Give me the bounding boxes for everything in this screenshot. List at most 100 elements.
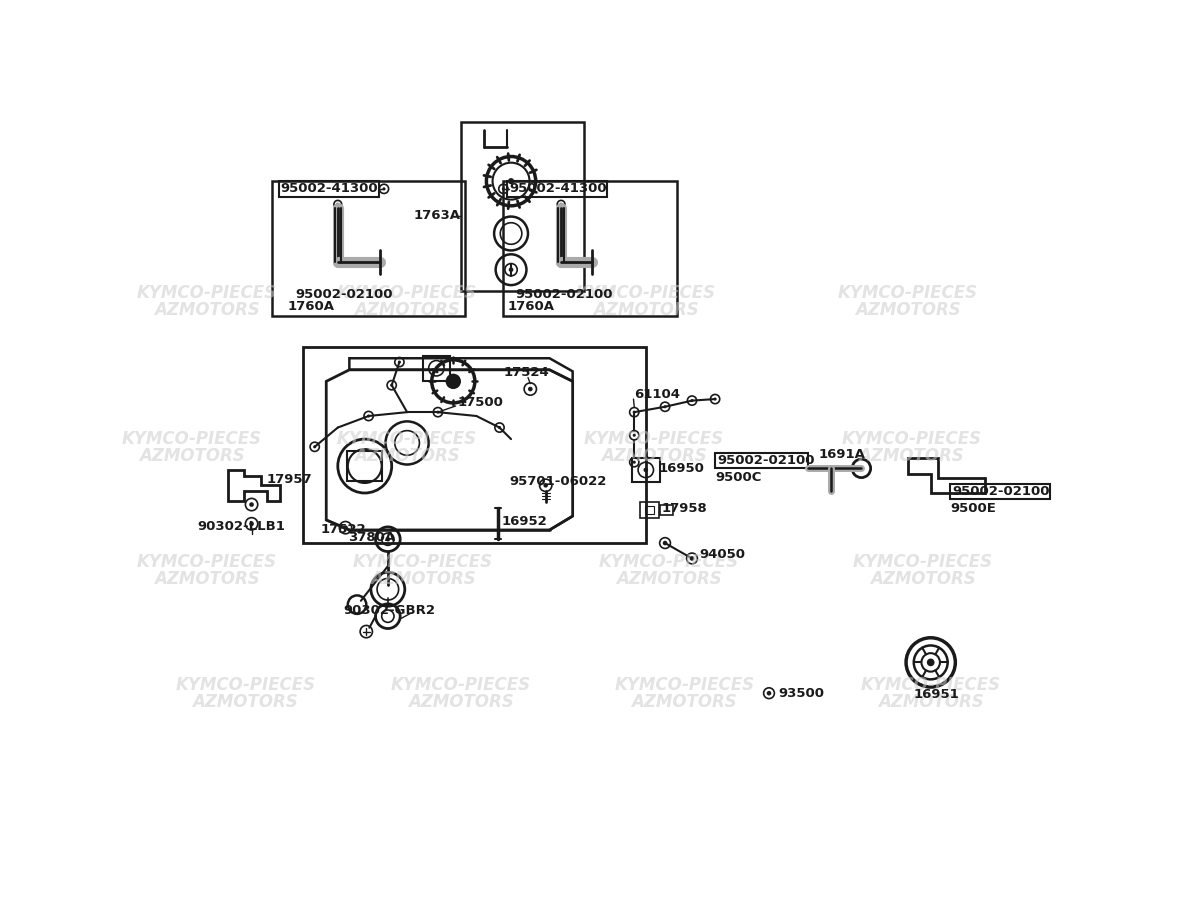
Text: KYMCO-PIECES: KYMCO-PIECES [860,677,1001,695]
Circle shape [336,202,340,206]
Bar [503,181,677,316]
Text: 95002-41300: 95002-41300 [281,183,378,195]
Text: 95002-02100: 95002-02100 [953,485,1050,498]
Text: 9500E: 9500E [950,502,996,515]
Text: AZMOTORS: AZMOTORS [593,301,698,319]
Circle shape [250,521,254,526]
Circle shape [632,410,636,414]
Text: KYMCO-PIECES: KYMCO-PIECES [853,554,994,572]
Text: 16951: 16951 [913,688,960,701]
Bar [641,502,659,518]
Text: KYMCO-PIECES: KYMCO-PIECES [614,677,755,695]
Text: KYMCO-PIECES: KYMCO-PIECES [337,284,478,302]
Text: 95701-06022: 95701-06022 [510,475,607,488]
Text: 3780A: 3780A [348,531,395,544]
Text: 16950: 16950 [658,462,704,475]
Circle shape [385,537,390,542]
Text: AZMOTORS: AZMOTORS [408,693,514,711]
Bar [660,505,673,515]
Text: AZMOTORS: AZMOTORS [601,447,707,465]
Text: AZMOTORS: AZMOTORS [370,571,475,589]
Text: AZMOTORS: AZMOTORS [354,447,460,465]
Text: AZMOTORS: AZMOTORS [354,301,460,319]
Text: KYMCO-PIECES: KYMCO-PIECES [137,554,277,572]
Text: KYMCO-PIECES: KYMCO-PIECES [391,677,532,695]
Text: AZMOTORS: AZMOTORS [154,571,259,589]
Text: KYMCO-PIECES: KYMCO-PIECES [337,430,478,448]
Text: AZMOTORS: AZMOTORS [139,447,245,465]
Text: 1691A: 1691A [820,448,866,461]
Circle shape [343,526,348,530]
Bar [715,453,808,468]
Text: KYMCO-PIECES: KYMCO-PIECES [121,430,262,448]
Circle shape [528,387,533,392]
Text: AZMOTORS: AZMOTORS [631,693,737,711]
Text: 1760A: 1760A [288,301,335,313]
Text: KYMCO-PIECES: KYMCO-PIECES [583,430,724,448]
Text: 1763A: 1763A [413,210,461,222]
Circle shape [662,541,667,545]
Text: AZMOTORS: AZMOTORS [858,447,965,465]
Circle shape [714,398,716,400]
Text: 17522: 17522 [320,524,366,536]
Circle shape [643,468,648,472]
Text: 17524: 17524 [503,365,550,379]
Circle shape [544,483,548,488]
Text: AZMOTORS: AZMOTORS [154,301,259,319]
Text: KYMCO-PIECES: KYMCO-PIECES [576,284,716,302]
Text: 93500: 93500 [779,687,824,699]
Circle shape [437,410,439,414]
Circle shape [509,267,514,272]
Text: 17500: 17500 [457,396,503,409]
Text: AZMOTORS: AZMOTORS [616,571,721,589]
Text: AZMOTORS: AZMOTORS [192,693,299,711]
Circle shape [690,556,695,561]
Text: 17957: 17957 [266,472,312,486]
Circle shape [498,426,502,429]
Bar [304,346,646,543]
Circle shape [664,405,666,409]
Bar [646,506,654,514]
Circle shape [690,399,694,402]
Text: 90302-LLB1: 90302-LLB1 [198,519,286,533]
Circle shape [390,383,394,387]
Text: AZMOTORS: AZMOTORS [878,693,984,711]
Circle shape [559,202,563,206]
Circle shape [398,361,401,364]
Text: 17958: 17958 [662,502,708,515]
Text: 61104: 61104 [635,388,680,400]
Text: 90302-GBR2: 90302-GBR2 [343,604,436,617]
Bar [632,457,660,482]
Circle shape [632,434,636,436]
Bar [422,356,450,381]
Text: 95002-02100: 95002-02100 [515,288,612,301]
Bar [508,181,607,196]
Text: KYMCO-PIECES: KYMCO-PIECES [841,430,982,448]
Text: KYMCO-PIECES: KYMCO-PIECES [599,554,739,572]
Bar [347,451,383,482]
Circle shape [313,446,317,448]
Text: 9500C: 9500C [715,471,762,484]
Circle shape [502,187,505,191]
Circle shape [508,178,514,184]
Circle shape [632,461,636,464]
Circle shape [767,691,772,696]
Text: 95002-02100: 95002-02100 [718,454,815,467]
Bar [950,484,1050,500]
Bar [461,122,584,292]
Text: 95002-41300: 95002-41300 [510,183,607,195]
Text: KYMCO-PIECES: KYMCO-PIECES [353,554,492,572]
Text: KYMCO-PIECES: KYMCO-PIECES [175,677,316,695]
Circle shape [445,374,461,389]
Text: KYMCO-PIECES: KYMCO-PIECES [137,284,277,302]
Text: AZMOTORS: AZMOTORS [870,571,976,589]
Text: 1760A: 1760A [508,301,554,313]
Text: 94050: 94050 [700,548,745,561]
Bar [278,181,379,196]
Text: 95002-02100: 95002-02100 [295,288,392,301]
Text: 16952: 16952 [502,515,547,528]
Bar [272,181,464,316]
Circle shape [250,502,254,507]
Text: KYMCO-PIECES: KYMCO-PIECES [838,284,978,302]
Circle shape [926,659,935,666]
